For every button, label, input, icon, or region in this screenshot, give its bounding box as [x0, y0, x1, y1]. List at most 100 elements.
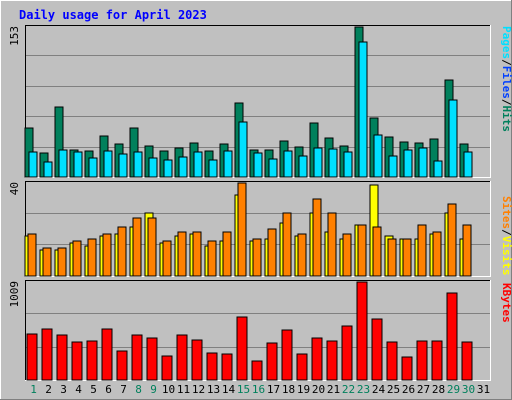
bar-sites [177, 231, 187, 277]
x-tick-label: 24 [372, 383, 386, 396]
x-tick-label: 26 [402, 383, 415, 396]
legend-separator: / [500, 59, 512, 66]
legend-separator: / [500, 99, 512, 106]
bar-kbytes [101, 328, 113, 381]
bar-pages [448, 99, 458, 178]
bar-kbytes [146, 337, 158, 381]
bar-kbytes [341, 325, 353, 381]
bar-kbytes [296, 353, 308, 381]
bar-kbytes [26, 333, 38, 381]
bar-pages [148, 157, 158, 178]
legend-item: Sites [500, 196, 512, 229]
legend-separator: / [500, 229, 512, 236]
x-tick-label: 2 [45, 383, 52, 396]
x-tick-label: 1 [30, 383, 37, 396]
y-max-label: 40 [8, 182, 21, 195]
bar-kbytes [116, 350, 128, 381]
bar-sites [57, 247, 67, 277]
bar-kbytes [446, 292, 458, 381]
x-tick-label: 20 [312, 383, 325, 396]
bar-kbytes [191, 339, 203, 381]
bar-kbytes [206, 352, 218, 381]
bar-kbytes [386, 341, 398, 381]
bar-kbytes [416, 340, 428, 381]
bar-kbytes [86, 340, 98, 381]
x-tick-label: 11 [177, 383, 190, 396]
bar-kbytes [161, 355, 173, 381]
bar-kbytes [401, 356, 413, 381]
bar-pages [388, 155, 398, 178]
bar-pages [163, 159, 173, 178]
x-tick-label: 10 [162, 383, 175, 396]
bar-sites [417, 224, 427, 277]
bar-kbytes [281, 329, 293, 381]
bar-sites [342, 233, 352, 277]
bar-pages [43, 161, 53, 178]
bar-pages [193, 151, 203, 178]
bar-pages [223, 150, 233, 178]
bar-kbytes [236, 316, 248, 381]
x-tick-label: 29 [447, 383, 460, 396]
bar-sites [72, 240, 82, 277]
x-tick-label: 3 [60, 383, 67, 396]
bar-sites [132, 217, 142, 277]
bar-kbytes [431, 340, 443, 381]
legend-item: Files [500, 66, 512, 99]
x-tick-label: 14 [222, 383, 236, 396]
bar-pages [73, 151, 83, 178]
x-tick-label: 31 [477, 383, 490, 396]
x-tick-label: 27 [417, 383, 430, 396]
bar-sites [327, 212, 337, 277]
bar-sites [147, 217, 157, 277]
bar-pages [118, 153, 128, 178]
x-tick-label: 5 [90, 383, 97, 396]
legend: Sites/Visits [500, 196, 512, 276]
x-tick-label: 7 [120, 383, 127, 396]
bar-sites [192, 231, 202, 277]
bar-kbytes [41, 328, 53, 381]
bar-kbytes [56, 334, 68, 381]
x-tick-label: 19 [297, 383, 310, 396]
bar-sites [402, 238, 412, 277]
bar-sites [117, 226, 127, 277]
bar-pages [28, 151, 38, 178]
bar-kbytes [311, 337, 323, 381]
bar-pages [58, 149, 68, 178]
chart-title: Daily usage for April 2023 [19, 8, 207, 22]
bar-sites [27, 233, 37, 277]
x-tick-label: 9 [150, 383, 157, 396]
x-tick-label: 16 [252, 383, 265, 396]
bar-kbytes [221, 353, 233, 381]
bar-pages [358, 41, 368, 178]
bar-sites [102, 233, 112, 277]
x-tick-label: 15 [237, 383, 250, 396]
bar-sites [252, 238, 262, 277]
bar-pages [88, 157, 98, 178]
x-tick-label: 17 [267, 383, 280, 396]
bar-pages [433, 160, 443, 178]
bar-sites [447, 203, 457, 277]
bar-pages [208, 159, 218, 178]
bar-sites [387, 238, 397, 277]
bar-pages [418, 147, 428, 178]
bar-pages [298, 155, 308, 178]
bar-kbytes [326, 340, 338, 381]
legend-item: Pages [500, 26, 512, 59]
x-tick-label: 8 [135, 383, 142, 396]
bar-sites [297, 233, 307, 277]
bar-pages [253, 152, 263, 178]
x-tick-label: 25 [387, 383, 400, 396]
legend-item: Hits [500, 106, 512, 133]
x-tick-label: 23 [357, 383, 370, 396]
bar-sites [222, 231, 232, 277]
legend-item: KBytes [500, 283, 512, 323]
y-max-label: 1009 [8, 281, 21, 308]
bar-pages [373, 134, 383, 178]
x-tick-label: 28 [432, 383, 445, 396]
bar-pages [313, 147, 323, 178]
x-axis-labels: 1 2 3 4 5 6 7 8 9 10 11 12 13 14 15 16 17 18 19 20 21 22 23 24 2… [30, 383, 490, 396]
bar-sites [432, 231, 442, 277]
bar-kbytes [356, 281, 368, 381]
